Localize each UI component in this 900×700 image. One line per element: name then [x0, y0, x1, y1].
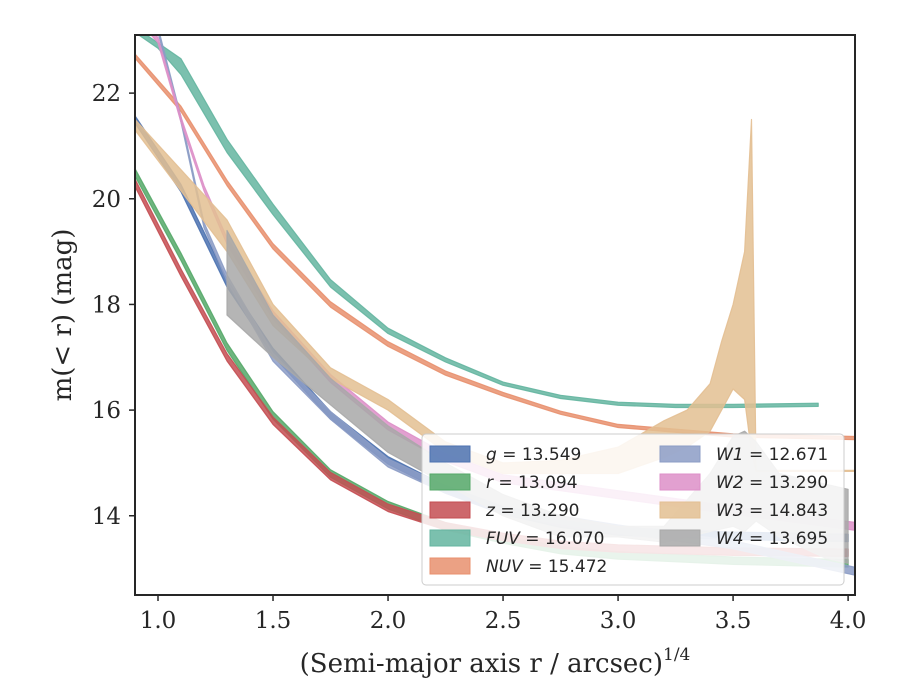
legend: g = 13.549 r = 13.094 z = 13.290 FUV = 16.0… — [421, 433, 845, 586]
x-tick-label: 3.0 — [600, 608, 637, 634]
x-tick-label: 3.5 — [715, 608, 752, 634]
x-tick-label: 2.5 — [485, 608, 522, 634]
legend-swatch-r — [429, 473, 471, 491]
legend-label-w2: W2 = 13.290 — [716, 473, 828, 493]
legend-label-w3: W3 = 14.843 — [716, 501, 828, 521]
y-tick-label: 14 — [92, 504, 121, 530]
legend-label-nuv: NUV = 15.472 — [486, 557, 607, 577]
y-tick-label: 20 — [92, 187, 121, 213]
y-tick-label: 16 — [92, 398, 121, 424]
legend-swatch-fuv — [429, 529, 471, 547]
plot-frame — [134, 34, 856, 596]
legend-swatch-w1 — [659, 445, 701, 463]
legend-label-w4: W4 = 13.695 — [716, 529, 828, 549]
x-axis-label-exponent: 1/4 — [663, 645, 690, 665]
x-tick-label: 1.0 — [140, 608, 177, 634]
legend-swatch-w2 — [659, 473, 701, 491]
series-band-fuv — [137, 35, 819, 409]
series-band-nuv — [135, 53, 855, 441]
legend-label-w1: W1 = 12.671 — [716, 445, 828, 465]
x-tick-label: 2.0 — [370, 608, 407, 634]
legend-box — [421, 433, 845, 586]
y-tick-label: 18 — [92, 292, 121, 318]
legend-swatch-nuv — [429, 557, 471, 575]
legend-swatch-w4 — [659, 529, 701, 547]
x-axis-label: (Semi-major axis r / arcsec)1/4 — [300, 645, 691, 679]
x-tick-label: 4.0 — [830, 608, 867, 634]
legend-label-g: g = 13.549 — [486, 445, 581, 465]
legend-label-r: r = 13.094 — [486, 473, 578, 493]
legend-swatch-w3 — [659, 501, 701, 519]
legend-label-z: z = 13.290 — [485, 501, 579, 521]
ticks-layer: 1.0 1.5 2.0 2.5 3.0 3.5 4.0 14 16 18 20 22 — [92, 81, 867, 634]
legend-swatch-g — [429, 445, 471, 463]
y-tick-label: 22 — [92, 81, 121, 107]
legend-swatch-z — [429, 501, 471, 519]
x-tick-label: 1.5 — [255, 608, 292, 634]
y-axis-label: m(< r) (mag) — [48, 229, 78, 402]
legend-label-fuv: FUV = 16.070 — [486, 529, 604, 549]
